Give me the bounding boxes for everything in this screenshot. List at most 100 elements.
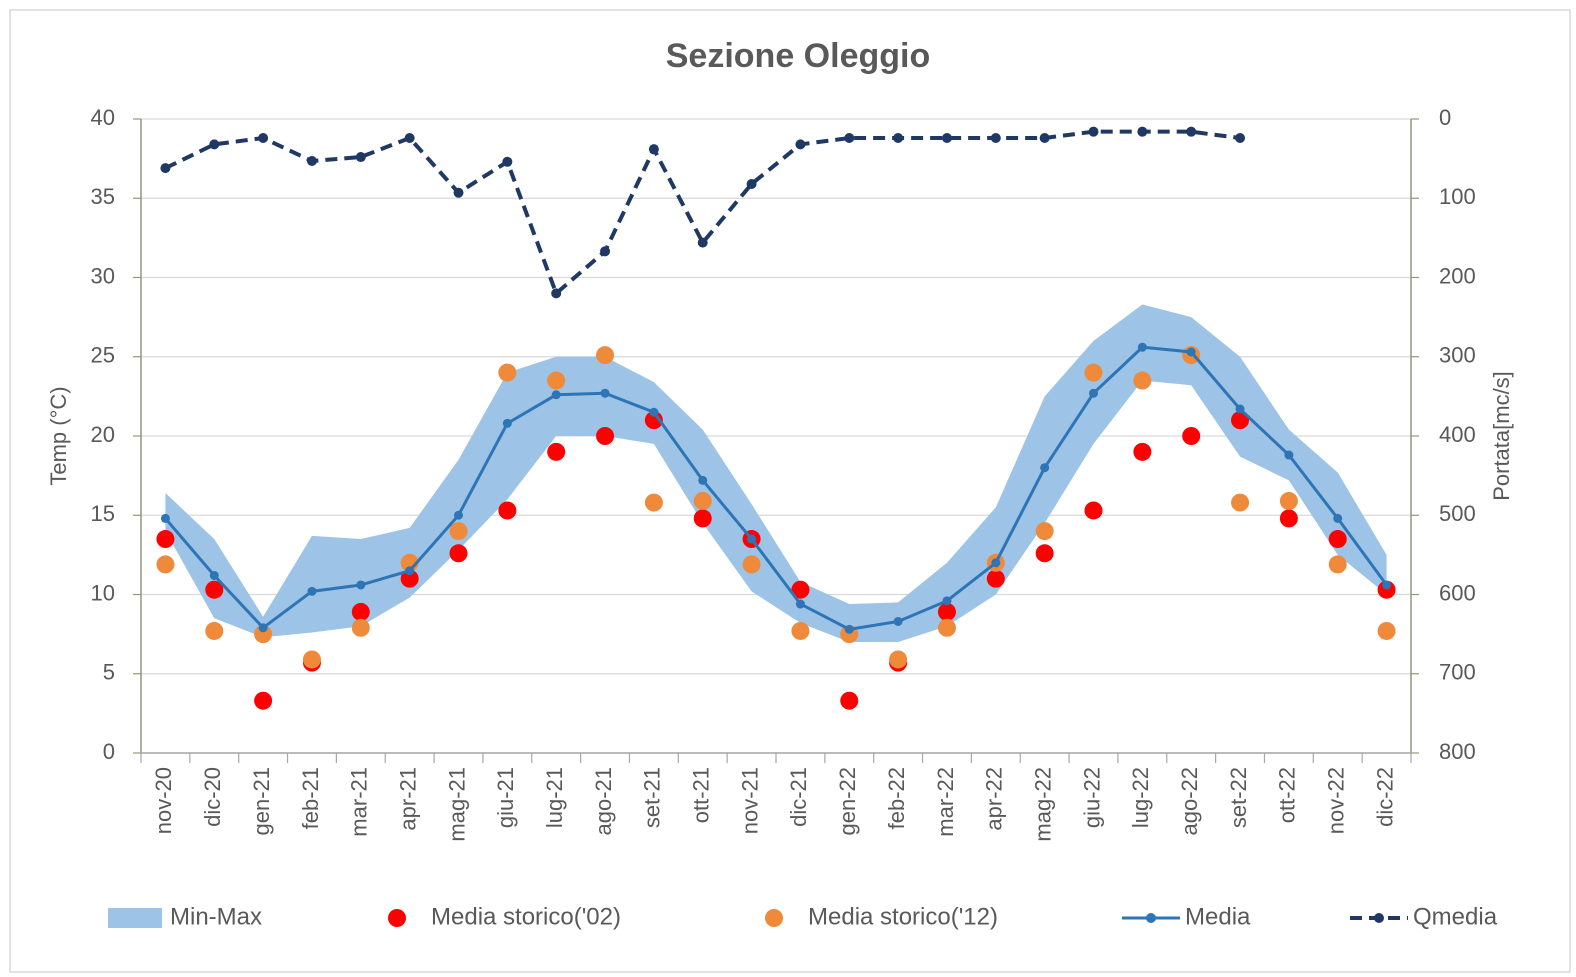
x-tick-label: apr-22 <box>982 767 1007 831</box>
marker <box>942 596 952 606</box>
x-tick-label: nov-21 <box>737 767 762 834</box>
marker <box>600 388 610 398</box>
marker <box>844 624 854 634</box>
dot <box>791 621 810 640</box>
marker <box>502 156 513 167</box>
legend-label: Min-Max <box>170 903 262 930</box>
y-tick-label: 15 <box>91 501 115 526</box>
y-tick-label: 10 <box>91 580 115 605</box>
marker <box>355 152 366 163</box>
marker <box>697 237 708 248</box>
dot <box>1231 493 1250 512</box>
marker <box>746 178 757 189</box>
x-tick-label: mar-21 <box>347 767 372 837</box>
marker <box>600 246 611 257</box>
x-tick-label: mag-22 <box>1030 767 1055 842</box>
marker <box>1186 347 1196 357</box>
marker <box>1089 388 1098 398</box>
marker <box>795 139 806 150</box>
dot <box>742 555 761 574</box>
y2-tick-label: 700 <box>1439 660 1476 685</box>
x-tick-label: giu-22 <box>1079 767 1104 828</box>
marker <box>1235 133 1246 144</box>
legend-label: Media storico('02) <box>431 903 621 930</box>
y-tick-label: 20 <box>91 422 115 447</box>
marker <box>258 133 269 144</box>
marker <box>941 133 952 144</box>
marker <box>1137 342 1147 352</box>
x-tick-label: set-21 <box>640 767 665 828</box>
dot <box>498 363 517 382</box>
dot <box>596 346 615 365</box>
dot <box>547 442 566 461</box>
dot <box>498 501 517 520</box>
marker <box>502 418 512 428</box>
y-tick-label: 25 <box>91 343 115 368</box>
dot <box>449 522 468 541</box>
dot <box>1035 522 1054 541</box>
marker <box>404 133 415 144</box>
dot <box>400 569 419 588</box>
dot <box>889 650 908 669</box>
x-tick-label: mar-22 <box>933 767 958 837</box>
x-tick-label: ott-21 <box>689 767 714 823</box>
dot <box>644 493 663 512</box>
marker <box>551 390 561 400</box>
dot <box>1133 371 1152 390</box>
x-tick-label: set-22 <box>1226 767 1251 828</box>
legend-swatch <box>765 909 783 927</box>
marker <box>1088 126 1099 137</box>
x-tick-label: giu-21 <box>493 767 518 828</box>
dot <box>1279 491 1298 510</box>
chart-title: Sezione Oleggio <box>666 37 930 75</box>
dot <box>693 491 712 510</box>
marker <box>649 407 659 417</box>
legend-label: Media <box>1185 903 1251 930</box>
dot <box>1328 555 1347 574</box>
marker <box>1333 513 1343 523</box>
y2-tick-label: 600 <box>1439 580 1476 605</box>
marker <box>160 163 171 174</box>
dot <box>840 691 859 710</box>
marker <box>209 570 219 580</box>
dot <box>254 625 273 644</box>
dot <box>1035 544 1054 563</box>
dot <box>1231 411 1250 430</box>
x-tick-label: lug-22 <box>1128 767 1153 828</box>
marker <box>1137 126 1148 137</box>
y-tick-label: 40 <box>91 105 115 130</box>
dot <box>1133 442 1152 461</box>
marker <box>1235 404 1245 414</box>
marker <box>1284 450 1294 460</box>
dot <box>1182 427 1201 445</box>
marker <box>893 616 903 626</box>
dot <box>351 618 370 637</box>
x-tick-label: feb-21 <box>298 767 323 829</box>
dot <box>596 427 615 445</box>
dot <box>205 580 224 599</box>
y2-tick-label: 200 <box>1439 263 1476 288</box>
dot <box>937 618 956 637</box>
marker <box>795 599 805 609</box>
marker <box>551 288 562 299</box>
y2-tick-label: 800 <box>1439 739 1476 764</box>
dot <box>1328 530 1347 549</box>
legend-swatch <box>108 908 162 928</box>
dot <box>1084 363 1103 382</box>
y2-tick-label: 0 <box>1439 105 1451 130</box>
dot <box>791 580 810 599</box>
qmedia-line <box>164 129 1241 297</box>
dot <box>986 569 1005 588</box>
marker <box>1382 580 1392 590</box>
marker <box>648 144 659 155</box>
legend-swatch <box>1374 913 1384 923</box>
legend-swatch <box>1146 913 1156 923</box>
y-tick-label: 5 <box>103 660 115 685</box>
y2-tick-label: 300 <box>1439 343 1476 368</box>
x-tick-label: ago-21 <box>591 767 616 836</box>
dot <box>1377 580 1396 599</box>
marker <box>453 187 464 198</box>
marker <box>990 133 1001 144</box>
dot <box>254 691 273 710</box>
